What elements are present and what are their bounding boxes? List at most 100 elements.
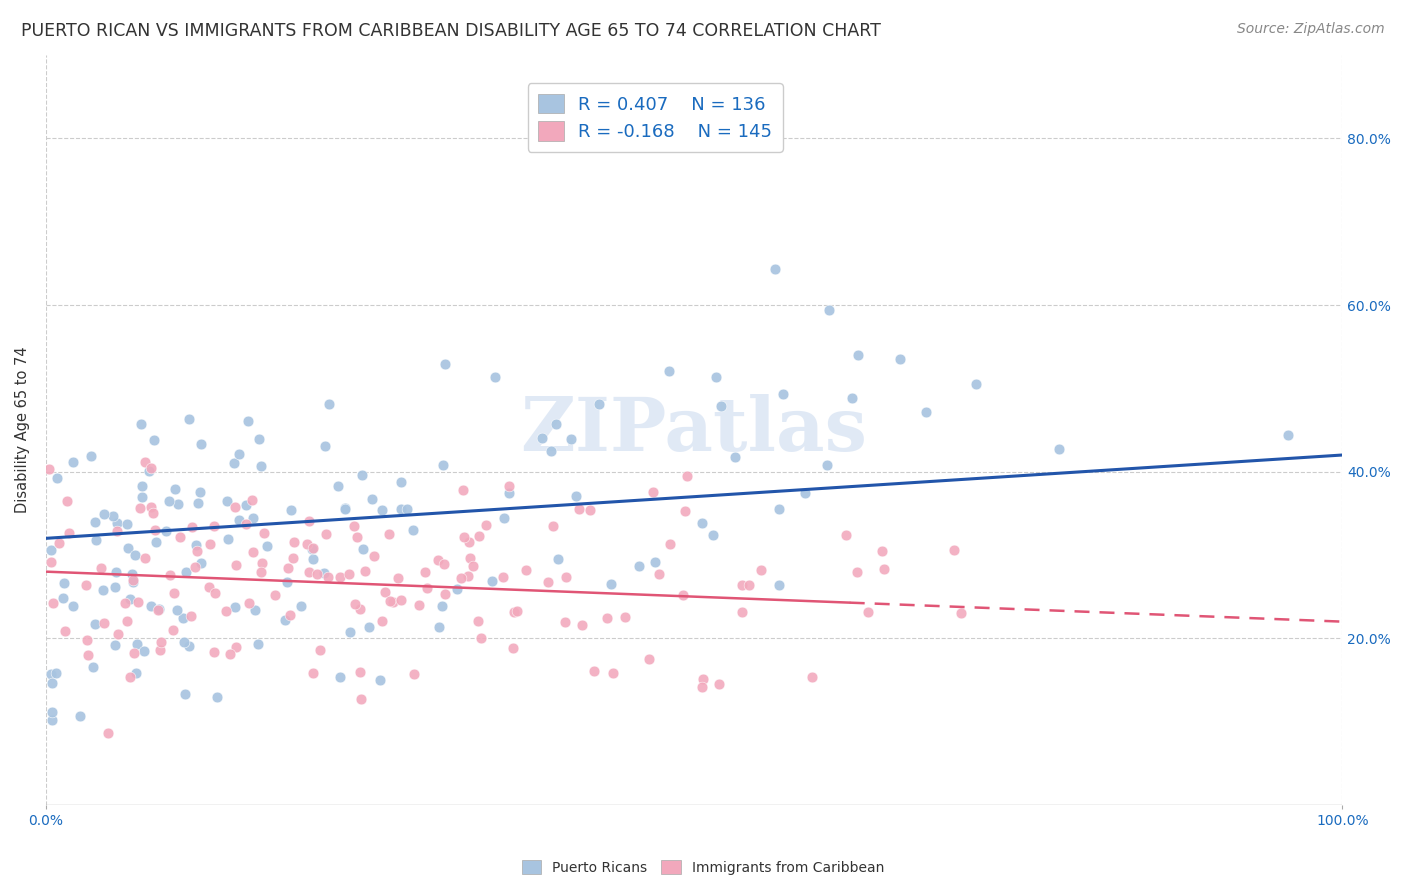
- Point: [84, 533, 107, 548]
- Point: [349, 665, 371, 680]
- Point: [613, 610, 636, 624]
- Point: [131, 479, 153, 493]
- Point: [93, 616, 115, 631]
- Point: [339, 624, 361, 639]
- Point: [648, 566, 671, 581]
- Point: [157, 494, 180, 508]
- Point: [179, 639, 201, 653]
- Point: [481, 574, 503, 588]
- Point: [314, 439, 336, 453]
- Point: [166, 603, 188, 617]
- Point: [76, 633, 98, 648]
- Point: [45, 666, 67, 681]
- Point: [596, 611, 619, 625]
- Point: [58, 525, 80, 540]
- Point: [253, 526, 276, 541]
- Point: [350, 467, 373, 482]
- Point: [225, 558, 247, 572]
- Point: [378, 593, 401, 607]
- Point: [329, 670, 352, 684]
- Point: [363, 549, 385, 563]
- Point: [349, 601, 371, 615]
- Point: [118, 591, 141, 606]
- Point: [749, 563, 772, 577]
- Point: [315, 527, 337, 541]
- Point: [704, 370, 727, 384]
- Point: [250, 556, 273, 570]
- Point: [273, 613, 295, 627]
- Point: [768, 578, 790, 592]
- Text: ZIPatlas: ZIPatlas: [520, 393, 868, 467]
- Point: [434, 587, 457, 601]
- Point: [264, 589, 287, 603]
- Point: [690, 680, 713, 694]
- Point: [155, 524, 177, 538]
- Point: [329, 570, 352, 584]
- Point: [290, 599, 312, 613]
- Point: [846, 348, 869, 362]
- Point: [724, 450, 747, 465]
- Point: [671, 588, 693, 602]
- Point: [731, 605, 754, 619]
- Point: [142, 506, 165, 520]
- Point: [69, 708, 91, 723]
- Point: [430, 599, 453, 613]
- Point: [39, 542, 62, 557]
- Point: [818, 303, 841, 318]
- Point: [470, 631, 492, 645]
- Point: [132, 644, 155, 658]
- Point: [190, 556, 212, 570]
- Point: [387, 571, 409, 585]
- Point: [276, 574, 298, 589]
- Point: [243, 603, 266, 617]
- Point: [101, 509, 124, 524]
- Point: [80, 449, 103, 463]
- Point: [673, 504, 696, 518]
- Point: [62, 455, 84, 469]
- Point: [870, 543, 893, 558]
- Point: [174, 565, 197, 579]
- Point: [446, 582, 468, 597]
- Point: [184, 559, 207, 574]
- Point: [692, 673, 714, 687]
- Text: PUERTO RICAN VS IMMIGRANTS FROM CARIBBEAN DISABILITY AGE 65 TO 74 CORRELATION CH: PUERTO RICAN VS IMMIGRANTS FROM CARIBBEA…: [21, 22, 882, 40]
- Point: [1277, 428, 1299, 442]
- Point: [568, 501, 591, 516]
- Point: [107, 627, 129, 641]
- Point: [915, 405, 938, 419]
- Point: [53, 624, 76, 639]
- Point: [143, 524, 166, 538]
- Point: [97, 726, 120, 740]
- Point: [115, 517, 138, 532]
- Point: [515, 563, 537, 577]
- Point: [298, 565, 321, 579]
- Point: [457, 569, 479, 583]
- Point: [738, 577, 761, 591]
- Point: [148, 643, 170, 657]
- Point: [165, 482, 187, 496]
- Point: [451, 483, 474, 497]
- Point: [215, 603, 238, 617]
- Point: [77, 648, 100, 662]
- Point: [169, 530, 191, 544]
- Point: [337, 567, 360, 582]
- Point: [565, 489, 588, 503]
- Point: [41, 713, 63, 727]
- Point: [256, 539, 278, 553]
- Point: [676, 468, 699, 483]
- Point: [163, 586, 186, 600]
- Point: [889, 351, 911, 366]
- Point: [354, 564, 377, 578]
- Point: [401, 523, 423, 537]
- Point: [278, 608, 301, 623]
- Point: [801, 670, 824, 684]
- Point: [498, 479, 520, 493]
- Point: [242, 545, 264, 559]
- Point: [127, 595, 149, 609]
- Point: [51, 591, 73, 606]
- Point: [772, 387, 794, 401]
- Point: [484, 369, 506, 384]
- Point: [690, 516, 713, 531]
- Point: [402, 667, 425, 681]
- Point: [943, 543, 966, 558]
